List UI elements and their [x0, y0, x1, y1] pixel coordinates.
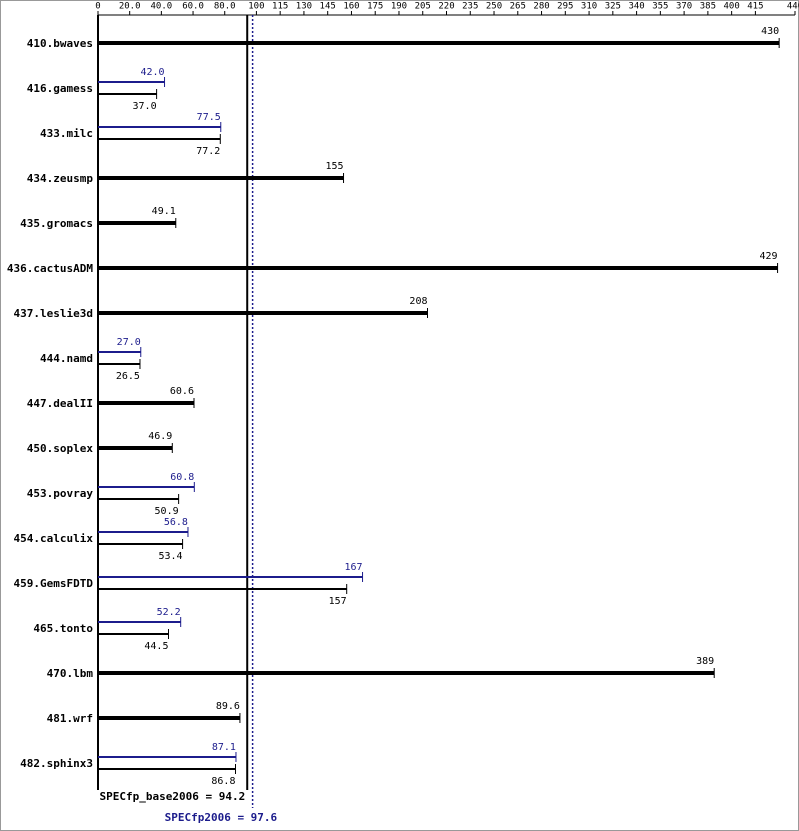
x-tick-label: 40.0	[151, 2, 173, 12]
bar	[98, 588, 347, 590]
value-label: 89.6	[216, 701, 240, 712]
x-tick-label: 325	[605, 2, 621, 12]
value-label: 37.0	[133, 101, 157, 112]
value-label: 167	[344, 562, 362, 573]
value-label: 208	[409, 296, 427, 307]
bar	[98, 756, 236, 758]
category-label: 454.calculix	[14, 532, 94, 545]
x-tick-label: 20.0	[119, 2, 141, 12]
category-label: 434.zeusmp	[27, 172, 94, 185]
value-label: 157	[329, 596, 347, 607]
x-tick-label: 175	[367, 2, 383, 12]
value-label: 77.5	[197, 112, 221, 123]
value-label: 430	[761, 26, 779, 37]
category-label: 470.lbm	[47, 667, 94, 680]
bar	[98, 138, 221, 140]
bar	[98, 311, 428, 315]
bar	[98, 768, 236, 770]
category-label: 433.milc	[40, 127, 93, 140]
x-tick-label: 130	[296, 2, 312, 12]
value-label: 53.4	[158, 551, 182, 562]
category-label: 410.bwaves	[27, 37, 93, 50]
x-tick-label: 385	[700, 2, 716, 12]
x-tick-label: 235	[462, 2, 478, 12]
bar	[98, 576, 363, 578]
category-label: 459.GemsFDTD	[14, 577, 94, 590]
bar	[98, 363, 140, 365]
bar	[98, 93, 157, 95]
value-label: 155	[325, 161, 343, 172]
category-label: 481.wrf	[47, 712, 93, 725]
bar	[98, 351, 141, 353]
value-label: 44.5	[144, 641, 168, 652]
category-label: 436.cactusADM	[7, 262, 93, 275]
value-label: 389	[696, 656, 714, 667]
x-tick-label: 310	[581, 2, 597, 12]
bar	[98, 81, 165, 83]
bar	[98, 716, 240, 720]
value-label: 56.8	[164, 517, 188, 528]
value-label: 77.2	[196, 146, 220, 157]
bar	[98, 498, 179, 500]
x-tick-label: 220	[438, 2, 454, 12]
x-tick-label: 205	[415, 2, 431, 12]
category-label: 447.dealII	[27, 397, 93, 410]
category-label: 453.povray	[27, 487, 94, 500]
x-tick-label: 60.0	[182, 2, 204, 12]
bar	[98, 176, 344, 180]
x-tick-label: 440	[787, 2, 799, 12]
category-label: 465.tonto	[33, 622, 93, 635]
x-tick-label: 250	[486, 2, 502, 12]
x-tick-label: 415	[747, 2, 763, 12]
value-label: 86.8	[211, 776, 235, 787]
bar	[98, 41, 780, 45]
bar	[98, 633, 169, 635]
value-label: 60.8	[170, 472, 194, 483]
x-tick-label: 370	[676, 2, 692, 12]
bar	[98, 401, 194, 405]
reference-label: SPECfp_base2006 = 94.2	[100, 790, 246, 803]
x-tick-label: 295	[557, 2, 573, 12]
x-tick-label: 400	[724, 2, 740, 12]
x-tick-label: 340	[628, 2, 644, 12]
value-label: 27.0	[117, 337, 141, 348]
bar	[98, 543, 183, 545]
bar	[98, 266, 778, 270]
x-tick-label: 115	[272, 2, 288, 12]
reference-label: SPECfp2006 = 97.6	[165, 811, 278, 824]
value-label: 52.2	[157, 607, 181, 618]
value-label: 26.5	[116, 371, 140, 382]
category-label: 416.gamess	[27, 82, 93, 95]
category-label: 482.sphinx3	[20, 757, 93, 770]
x-tick-label: 265	[510, 2, 526, 12]
bar	[98, 126, 221, 128]
value-label: 87.1	[212, 742, 236, 753]
category-label: 435.gromacs	[20, 217, 93, 230]
value-label: 42.0	[140, 67, 164, 78]
bar	[98, 446, 173, 450]
x-tick-label: 355	[652, 2, 668, 12]
value-label: 50.9	[155, 506, 179, 517]
bar	[98, 621, 181, 623]
x-tick-label: 80.0	[214, 2, 236, 12]
x-tick-label: 190	[391, 2, 407, 12]
x-tick-label: 280	[533, 2, 549, 12]
bar	[98, 486, 195, 488]
x-tick-label: 100	[248, 2, 264, 12]
category-label: 437.leslie3d	[14, 307, 93, 320]
value-label: 429	[760, 251, 778, 262]
x-tick-label: 0	[95, 2, 100, 12]
value-label: 46.9	[148, 431, 172, 442]
bar	[98, 671, 715, 675]
value-label: 60.6	[170, 386, 194, 397]
bar	[98, 531, 188, 533]
x-tick-label: 160	[343, 2, 359, 12]
value-label: 49.1	[152, 206, 176, 217]
bar	[98, 221, 176, 225]
category-label: 444.namd	[40, 352, 93, 365]
category-label: 450.soplex	[27, 442, 94, 455]
x-tick-label: 145	[320, 2, 336, 12]
